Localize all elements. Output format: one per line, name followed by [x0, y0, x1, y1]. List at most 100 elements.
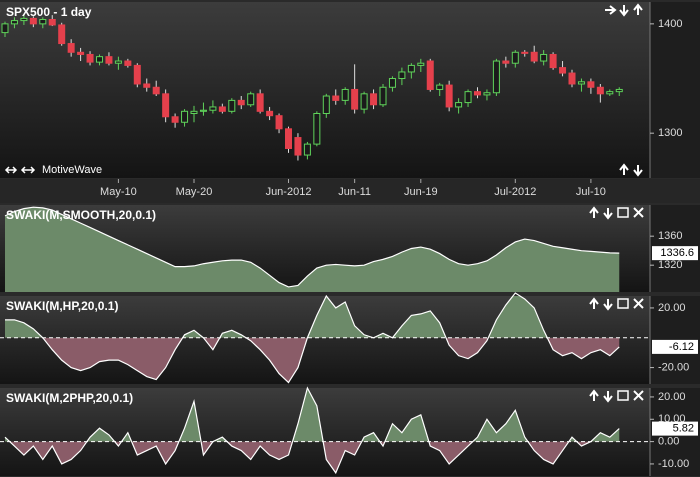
candle-body	[426, 60, 434, 90]
area-fill-above	[5, 207, 620, 292]
candle-body	[181, 110, 189, 123]
candle-body	[332, 95, 340, 101]
candle-body	[313, 113, 321, 145]
candle-body	[521, 51, 529, 54]
icon-window	[617, 390, 629, 401]
area-fill-above	[5, 296, 548, 338]
watermark: MotiveWave	[42, 164, 102, 176]
candle-body	[285, 128, 292, 149]
icon-arrow	[619, 163, 629, 175]
icon-close	[633, 298, 644, 309]
candle-body	[596, 86, 604, 95]
candle-body	[351, 88, 359, 110]
y-tick-label: 0.00	[658, 436, 679, 448]
candle-body	[105, 56, 113, 64]
last-value-label: -6.12	[669, 341, 694, 353]
candle-body	[455, 102, 463, 108]
x-tick-label: Jun-2012	[266, 186, 312, 198]
last-value-box	[652, 421, 698, 436]
candle-body	[417, 62, 425, 66]
icon-arrow	[633, 165, 643, 177]
candle-body	[237, 99, 245, 106]
x-tick-label: May-20	[176, 186, 213, 198]
candle-body	[370, 93, 378, 106]
candle-body	[58, 24, 66, 45]
last-value-label: 5.82	[673, 423, 694, 435]
icon-arrow	[589, 389, 599, 401]
area-fill-below	[5, 337, 620, 383]
candle-body	[96, 56, 103, 63]
last-value-label: 1336.6	[660, 247, 694, 259]
candle-body	[540, 53, 548, 62]
y-tick-label: 20.00	[658, 391, 686, 403]
candle-body	[398, 71, 406, 80]
candle-body	[464, 91, 472, 104]
candle-body	[492, 60, 500, 94]
icon-arrow	[603, 208, 613, 220]
candle-body	[407, 64, 415, 73]
candle-body	[568, 72, 576, 85]
y-tick-label: 1320	[658, 259, 682, 271]
candle-body	[256, 93, 264, 112]
icon-arrow	[589, 206, 599, 218]
candle-body	[143, 83, 151, 88]
icon-arrow	[619, 5, 629, 17]
candle-body	[199, 109, 207, 112]
candle-body	[275, 115, 283, 130]
candle-body	[483, 92, 491, 96]
y-tick-label: -20.00	[658, 361, 689, 373]
candle-body	[77, 51, 85, 55]
panel-title: SWAKI(M,HP,20,0.1)	[6, 299, 118, 313]
icon-window	[617, 298, 629, 309]
icon-arrow	[603, 391, 613, 403]
candle-body	[379, 86, 387, 106]
candle-body	[228, 99, 236, 112]
candle-body	[171, 116, 179, 123]
candle-body	[303, 143, 311, 156]
panel-title: SWAKI(M,2PHP,20,0.1)	[6, 391, 133, 405]
icon-close	[633, 207, 644, 218]
x-tick-label: Jul-10	[576, 186, 606, 198]
y-tick-label: 1360	[658, 230, 682, 242]
candle-body	[29, 17, 37, 25]
candle-body	[436, 84, 444, 90]
candle-body	[577, 81, 585, 85]
last-value-box	[652, 246, 698, 261]
icon-arrow	[605, 5, 617, 15]
time-axis-background	[0, 179, 700, 203]
icon-scroll	[4, 166, 36, 174]
candle-body	[360, 93, 368, 110]
candle-body	[39, 18, 47, 25]
x-tick-label: Jun-11	[338, 186, 371, 198]
indicator-line	[4, 386, 620, 475]
candle-body	[587, 81, 595, 88]
candle-body	[247, 93, 255, 106]
indicator-line	[4, 206, 620, 288]
area-fill-above	[5, 388, 620, 442]
candle-body	[341, 88, 349, 101]
y-tick-label: -10.00	[658, 458, 689, 470]
candle-body	[10, 20, 18, 25]
y-tick-label: 1400	[658, 18, 682, 30]
icon-close	[633, 390, 644, 401]
candle-body	[20, 17, 28, 22]
candle-body	[152, 86, 160, 95]
y-tick-label: 20.00	[658, 302, 686, 314]
candle-body	[445, 84, 453, 108]
candle-body	[322, 95, 330, 115]
candle-body	[67, 43, 75, 53]
candle-body	[209, 106, 217, 111]
candle-body	[530, 51, 538, 62]
candle-body	[162, 93, 170, 118]
x-tick-label: May-10	[100, 186, 137, 198]
candle-body	[133, 64, 141, 85]
candle-body	[86, 53, 94, 63]
candle-body	[190, 110, 198, 115]
candle-body	[615, 88, 623, 93]
candle-body	[294, 137, 302, 156]
icon-window	[617, 207, 629, 218]
last-value-box	[652, 339, 698, 354]
y-tick-label: 1300	[658, 127, 682, 139]
